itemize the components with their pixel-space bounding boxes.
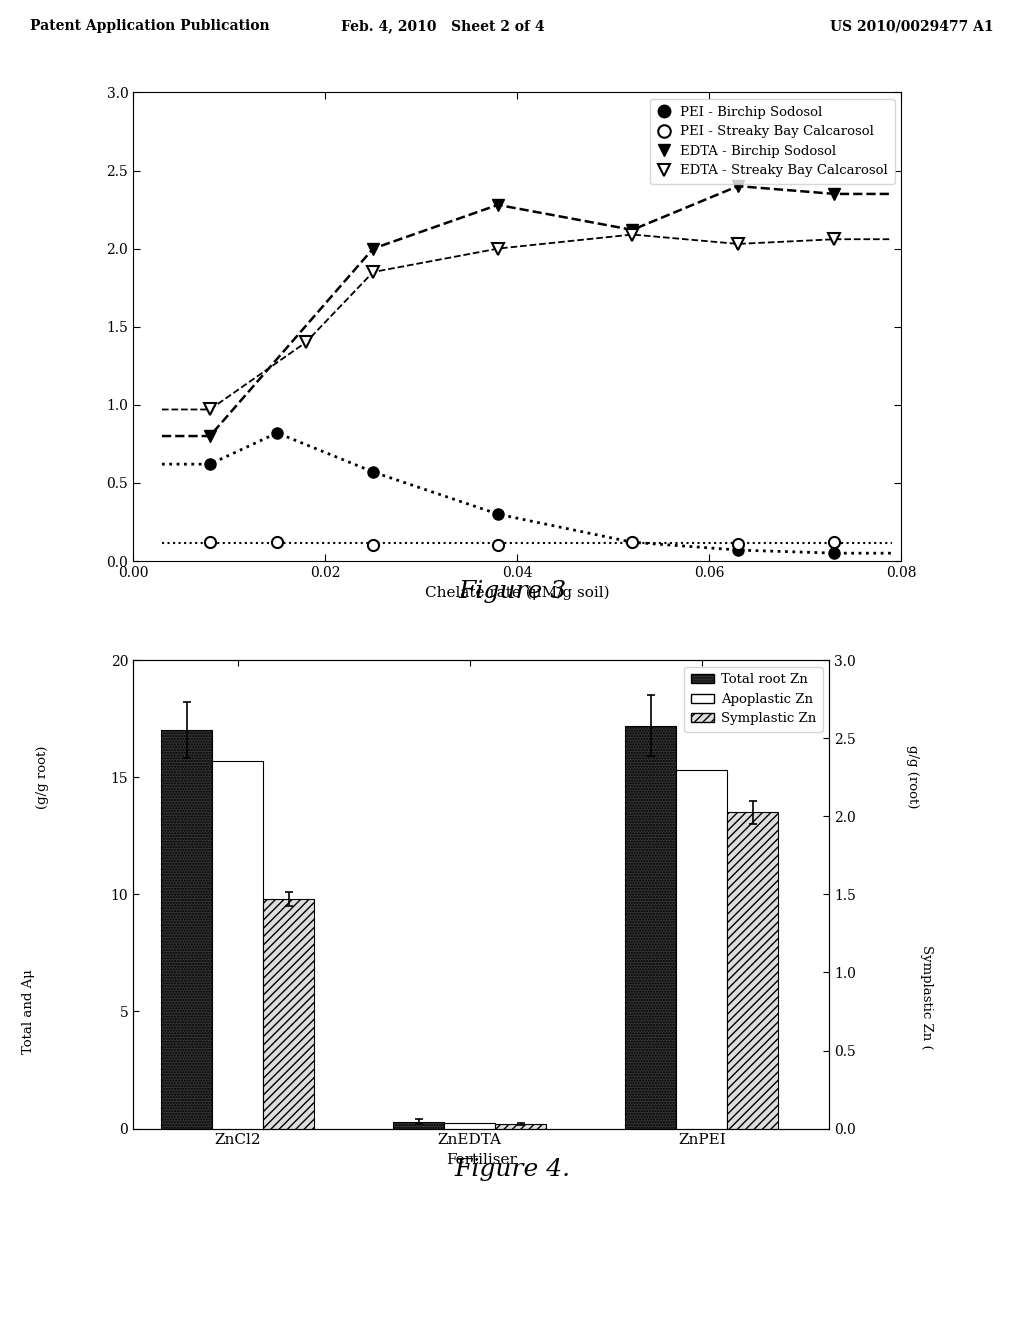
Bar	[496, 1123, 546, 1129]
X-axis label: Fertiliser: Fertiliser	[445, 1152, 517, 1167]
Bar	[161, 730, 212, 1129]
Text: Symplastic Zn (: Symplastic Zn (	[921, 945, 934, 1049]
Bar	[727, 812, 778, 1129]
Bar	[393, 1122, 444, 1129]
Bar	[263, 899, 314, 1129]
Legend: PEI - Birchip Sodosol, PEI - Streaky Bay Calcarosol, EDTA - Birchip Sodosol, EDT: PEI - Birchip Sodosol, PEI - Streaky Bay…	[650, 99, 895, 183]
Text: Total and Aμ: Total and Aμ	[23, 969, 35, 1053]
Text: Feb. 4, 2010   Sheet 2 of 4: Feb. 4, 2010 Sheet 2 of 4	[341, 20, 545, 33]
Bar	[444, 1123, 496, 1129]
Text: g/g (root): g/g (root)	[906, 746, 920, 809]
Text: Figure 4.: Figure 4.	[454, 1159, 570, 1181]
Bar	[626, 726, 676, 1129]
Text: Figure 3: Figure 3	[458, 581, 566, 603]
Text: (g/g root): (g/g root)	[36, 746, 49, 809]
Bar	[676, 770, 727, 1129]
X-axis label: Chelate rate (μM/g soil): Chelate rate (μM/g soil)	[425, 585, 609, 599]
Text: Patent Application Publication: Patent Application Publication	[31, 20, 270, 33]
Legend: Total root Zn, Apoplastic Zn, Symplastic Zn: Total root Zn, Apoplastic Zn, Symplastic…	[684, 667, 823, 733]
Text: US 2010/0029477 A1: US 2010/0029477 A1	[830, 20, 993, 33]
Bar	[212, 760, 263, 1129]
